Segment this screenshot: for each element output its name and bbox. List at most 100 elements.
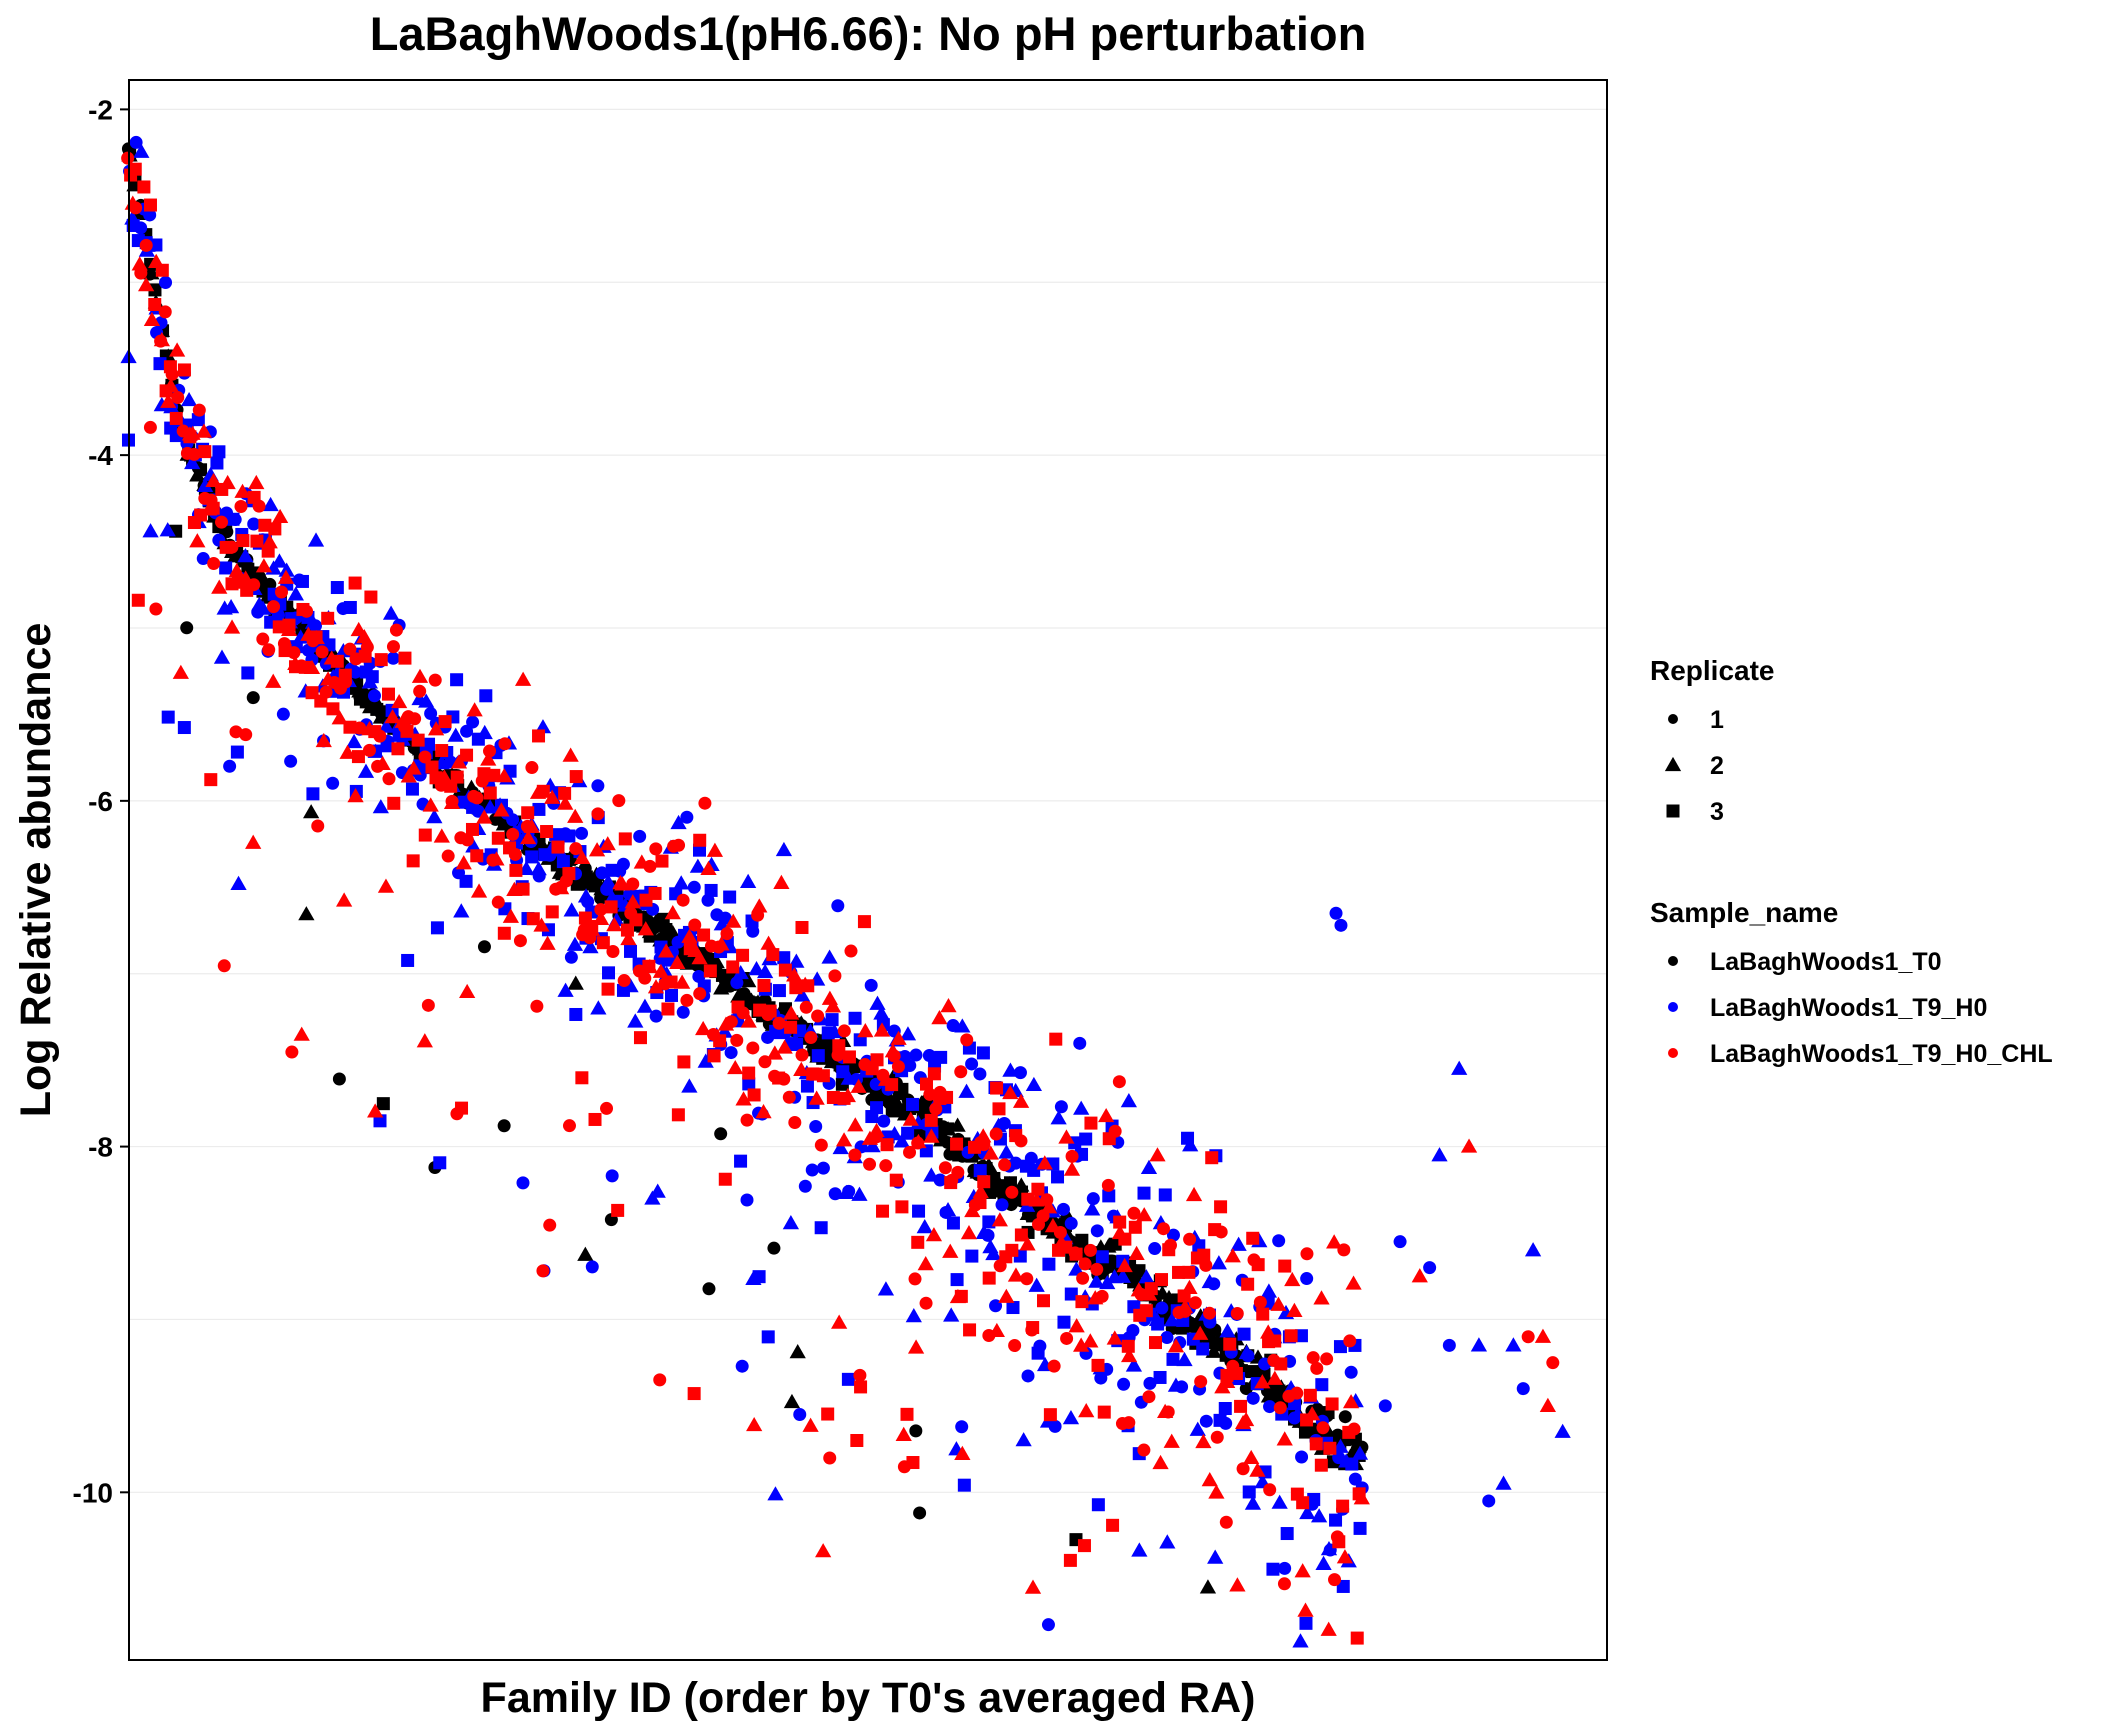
data-point — [940, 998, 957, 1013]
data-point — [466, 715, 480, 729]
data-point — [376, 1097, 390, 1111]
data-point — [1155, 1273, 1169, 1287]
data-point — [931, 1010, 948, 1025]
legend-title: Sample_name — [1650, 897, 1838, 928]
data-point — [1131, 1542, 1148, 1557]
data-point — [1014, 1228, 1028, 1242]
data-point — [198, 445, 212, 459]
data-point — [627, 1013, 644, 1028]
chart-title: LaBaghWoods1(pH6.66): No pH perturbation — [370, 7, 1367, 60]
data-point — [832, 1139, 849, 1155]
data-point — [837, 1024, 851, 1038]
data-point — [1014, 1134, 1028, 1148]
data-point — [159, 276, 173, 290]
data-point — [740, 1113, 754, 1127]
data-point — [1157, 1403, 1174, 1418]
data-point — [740, 972, 757, 988]
data-point — [1328, 1573, 1342, 1587]
data-point — [1495, 1475, 1512, 1490]
legend-title: Replicate — [1650, 655, 1775, 686]
data-point — [466, 702, 483, 717]
data-point — [142, 523, 159, 538]
data-point — [957, 1478, 971, 1492]
data-point — [649, 1183, 666, 1198]
data-point — [1272, 1234, 1286, 1248]
data-point — [1175, 1380, 1189, 1394]
data-point — [927, 1067, 941, 1081]
data-point — [740, 1013, 757, 1028]
data-point — [1063, 1161, 1081, 1176]
data-point — [1260, 1283, 1278, 1298]
data-point — [1266, 1370, 1283, 1385]
data-point — [964, 1202, 981, 1218]
data-point — [697, 928, 711, 942]
data-point — [747, 1088, 761, 1102]
data-point — [223, 759, 237, 773]
data-point — [998, 1144, 1015, 1159]
data-point — [121, 151, 135, 165]
data-point — [1253, 1295, 1267, 1309]
data-point — [624, 944, 638, 958]
data-point — [155, 263, 169, 277]
data-point — [465, 838, 482, 853]
data-point — [1159, 1534, 1176, 1549]
data-point — [267, 600, 281, 614]
data-point — [1090, 1262, 1104, 1276]
data-point — [1028, 1192, 1045, 1207]
data-point — [642, 959, 656, 973]
data-point — [919, 1296, 933, 1310]
data-point — [241, 666, 255, 680]
data-point — [160, 393, 177, 408]
data-point — [1431, 1147, 1448, 1162]
data-point — [873, 1005, 890, 1020]
data-point — [933, 1173, 947, 1187]
data-point — [823, 1451, 837, 1465]
data-point — [271, 553, 288, 568]
data-point — [228, 562, 245, 578]
data-point — [345, 733, 363, 749]
data-point — [800, 1079, 814, 1093]
data-point — [889, 1173, 903, 1187]
data-point — [776, 1039, 793, 1054]
data-point — [230, 875, 247, 890]
data-point — [1284, 1329, 1298, 1343]
data-point — [405, 760, 422, 775]
data-point — [909, 1048, 923, 1062]
data-point — [870, 1101, 884, 1115]
data-point — [1068, 1318, 1085, 1333]
data-point — [514, 671, 532, 686]
data-point — [602, 966, 616, 980]
data-point — [192, 403, 206, 417]
data-point — [303, 804, 320, 819]
data-point — [622, 978, 639, 993]
data-point — [831, 899, 845, 913]
data-point — [496, 768, 513, 783]
data-point — [1098, 1107, 1115, 1123]
data-point — [689, 858, 707, 873]
data-point — [972, 1183, 989, 1199]
data-point — [1310, 1361, 1324, 1375]
data-point — [491, 831, 505, 845]
data-point — [850, 1078, 867, 1093]
data-point — [491, 895, 505, 909]
data-point — [912, 1204, 926, 1218]
data-point — [1294, 1329, 1308, 1343]
data-point — [1332, 1535, 1346, 1549]
data-point — [707, 1049, 721, 1063]
data-point — [1183, 1232, 1197, 1246]
data-point — [910, 1133, 927, 1149]
data-point — [1138, 1269, 1155, 1284]
data-point — [701, 893, 715, 907]
data-point — [864, 1137, 881, 1153]
data-point — [271, 508, 289, 524]
data-point — [1064, 1287, 1078, 1301]
data-point — [1155, 1301, 1169, 1315]
data-point — [424, 707, 438, 721]
data-point — [1242, 1485, 1256, 1499]
data-point — [256, 632, 270, 646]
data-point — [794, 987, 811, 1002]
data-point — [1393, 1235, 1407, 1249]
data-point — [960, 1224, 978, 1240]
data-point — [1075, 1295, 1089, 1309]
data-point — [219, 474, 236, 490]
